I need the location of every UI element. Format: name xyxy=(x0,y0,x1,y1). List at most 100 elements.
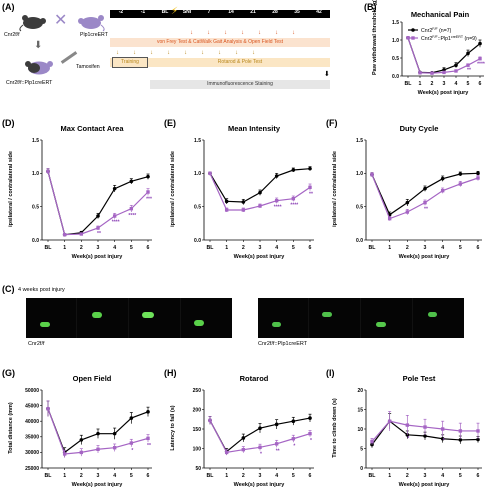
timeline-tick-4: 7 xyxy=(207,9,211,15)
point-D-1-6 xyxy=(146,190,150,194)
x-tick-label-F-4: 4 xyxy=(441,245,444,251)
x-tick-label-B-5: 5 xyxy=(467,81,470,87)
y-tick-label-D-1: 0.5 xyxy=(32,204,39,210)
chart-svg-I: 0 5 10 15 20 BL 1 2 3 4 5 6 * * xyxy=(357,388,482,479)
y-tick-label-B-1: 0.5 xyxy=(392,56,399,62)
point-E-1-5 xyxy=(291,196,296,201)
point-H-0-4 xyxy=(274,422,279,427)
panel-label-F: (F) xyxy=(326,118,338,128)
point-F-0-4 xyxy=(440,176,445,181)
point-B-0-4 xyxy=(454,63,458,67)
x-tick-label-B-4: 4 xyxy=(455,81,458,87)
timeline-tick-3: SNI xyxy=(182,9,192,15)
panel-label-G: (G) xyxy=(2,368,15,378)
legend-control: Cnr2F/F (n=7) xyxy=(421,27,452,34)
panel-label-I: (I) xyxy=(326,368,335,378)
photo-caption-cko: Cnr2f/f::Plp1creERT xyxy=(258,341,308,347)
y-tick-label-G-4: 45000 xyxy=(25,403,39,409)
chart-title-F: Duty Cycle xyxy=(399,124,439,133)
y-tick-label-G-5: 50000 xyxy=(25,388,39,394)
y-tick-label-I-0: 0 xyxy=(360,466,363,472)
point-I-1-5 xyxy=(458,429,463,433)
y-tick-label-F-0: 0.0 xyxy=(356,238,363,244)
chart-title-E: Mean Intensity xyxy=(227,124,281,133)
chart-svg-E: 0.00.51.01.5BL 1 2 3 4 5 6**** ****** xyxy=(194,138,314,251)
point-G-1-1 xyxy=(62,452,67,456)
y-tick-label-I-1: 5 xyxy=(360,446,363,452)
point-I-1-0 xyxy=(370,439,374,444)
behavior-row-2-text: Rotarod & Pole Test xyxy=(217,59,263,65)
point-G-1-4 xyxy=(112,446,117,450)
point-H-0-3 xyxy=(258,426,262,431)
timeline-tick-6: 21 xyxy=(250,9,256,15)
chart-svg-D: 0.00.51.01.5BL 1 2 3 4 5 6************* xyxy=(32,138,152,251)
significance-E-5: **** xyxy=(290,202,298,208)
point-D-1-5 xyxy=(129,206,134,211)
chart-I: (I) Pole Test Time to climb down (s) Week(s… xyxy=(326,368,488,496)
x-tick-label-E-4: 4 xyxy=(275,245,278,251)
panel-label-H: (H) xyxy=(164,368,177,378)
arrow-row-2: ↓↓↓↓↓↓↓↓↓ xyxy=(116,50,269,56)
point-G-1-2 xyxy=(79,450,84,455)
point-E-1-6 xyxy=(308,185,312,190)
point-H-1-5 xyxy=(291,437,296,441)
point-E-1-0 xyxy=(208,171,212,176)
x-tick-label-I-2: 2 xyxy=(406,473,409,479)
x-axis-label-H: Week(s) post injury xyxy=(233,482,285,488)
point-D-0-6 xyxy=(146,174,150,179)
x-tick-label-G-4: 4 xyxy=(113,473,116,479)
timeline-tick-5: 14 xyxy=(228,9,234,15)
point-B-0-5 xyxy=(466,51,470,56)
legend-cko: Cnr2F/F::Plp1creERT (n=9) xyxy=(421,35,477,42)
point-F-1-0 xyxy=(370,172,374,177)
photo-cko xyxy=(258,298,464,338)
arrow-row-3: ⬇ xyxy=(324,71,330,78)
x-tick-label-H-0: BL xyxy=(207,473,215,479)
down-arrow-icon: ⬇ xyxy=(34,40,43,51)
x-tick-label-D-0: BL xyxy=(45,245,53,251)
point-I-0-4 xyxy=(440,436,445,441)
point-F-1-3 xyxy=(423,200,427,205)
point-D-1-3 xyxy=(96,226,100,230)
y-tick-label-I-3: 15 xyxy=(357,407,363,413)
point-F-0-6 xyxy=(476,171,480,176)
x-tick-label-E-2: 2 xyxy=(242,245,245,251)
panel-c-label: (C) xyxy=(2,284,15,294)
x-axis-label-D: Week(s) post injury xyxy=(71,254,123,260)
y-tick-label-E-1: 0.5 xyxy=(194,204,201,210)
y-tick-label-G-3: 40000 xyxy=(25,419,39,425)
point-D-0-3 xyxy=(96,214,100,218)
y-tick-label-E-3: 1.5 xyxy=(194,138,201,144)
behavior-row-2 xyxy=(110,58,330,67)
tamoxifen-label: Tamoxifen xyxy=(76,64,100,70)
chart-E: (E) Mean Intensity ipsilateral / contralat… xyxy=(164,118,320,268)
point-H-0-2 xyxy=(241,436,246,440)
x-tick-label-F-1: 1 xyxy=(388,245,391,251)
chart-D: (D) Max Contact Area ipsilateral / contral… xyxy=(2,118,158,268)
x-tick-label-F-3: 3 xyxy=(424,245,427,251)
x-tick-label-G-6: 6 xyxy=(147,473,150,479)
x-axis-label-B: Week(s) post injury xyxy=(417,90,469,96)
point-I-1-2 xyxy=(405,423,410,427)
x-tick-label-I-0: BL xyxy=(369,473,377,479)
point-D-1-2 xyxy=(79,232,84,236)
x-tick-label-H-6: 6 xyxy=(309,473,312,479)
point-I-1-6 xyxy=(476,429,480,433)
x-tick-label-D-1: 1 xyxy=(63,245,66,251)
point-E-0-5 xyxy=(291,168,296,172)
behavior-row-3-text: Immunofluorescence Staining xyxy=(207,81,273,87)
point-I-1-1 xyxy=(387,419,392,423)
x-tick-label-E-5: 5 xyxy=(292,245,295,251)
behavior-row-3 xyxy=(150,80,330,89)
chart-title-G: Open Field xyxy=(72,374,112,383)
x-axis-label-G: Week(s) post injury xyxy=(71,482,123,488)
significance-B-5: ** xyxy=(467,68,471,74)
x-tick-label-F-6: 6 xyxy=(477,245,480,251)
x-tick-label-G-3: 3 xyxy=(97,473,100,479)
y-tick-label-F-3: 1.5 xyxy=(356,138,363,144)
chart-svg-F: 0.0 0.5 1.0 1.5 BL 1 2 3 4 5 6 ** xyxy=(356,138,482,251)
point-E-1-1 xyxy=(224,208,229,212)
photo-panel-title: 4 weeks post injury xyxy=(18,287,65,293)
photo-caption-control: Cnr2f/f xyxy=(28,341,45,347)
legend: Cnr2F/F (n=7)Cnr2F/F::Plp1creERT (n=9) xyxy=(408,27,477,42)
